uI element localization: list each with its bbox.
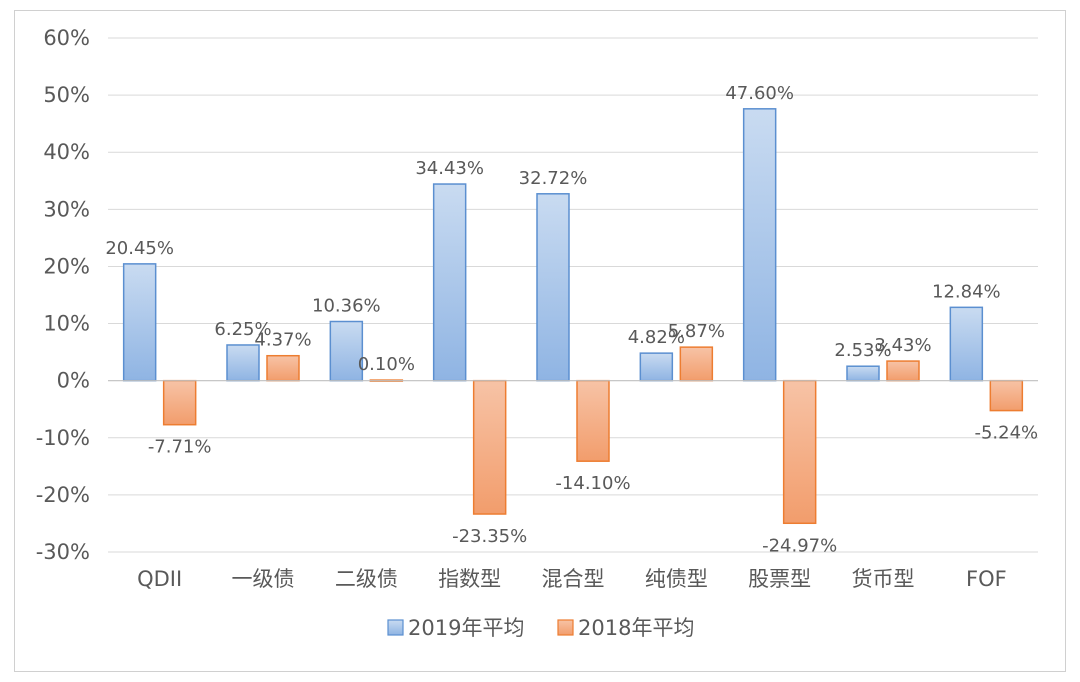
bar-series1 [639,352,674,382]
y-tick-label: 60% [43,26,90,50]
bar-series2 [679,346,714,382]
data-label: -7.71% [148,437,212,458]
x-tick-label: 股票型 [748,567,811,591]
legend-label: 2018年平均 [578,616,694,640]
y-tick-label: 0% [57,369,90,393]
legend-swatch [387,619,404,636]
data-label: 32.72% [519,168,588,189]
data-label: 34.43% [415,158,484,179]
data-label: 2.53% [834,340,891,361]
data-label: -5.24% [974,423,1038,444]
bar-series1 [536,193,570,382]
x-tick-label: 指数型 [438,567,501,591]
legend-label: 2019年平均 [408,616,524,640]
y-tick-label: 20% [43,254,90,278]
y-tick-label: 10% [43,312,90,336]
bars [122,108,1024,525]
data-label: 5.87% [668,321,725,342]
data-label: 10.36% [312,295,381,316]
y-tick-label: 30% [43,197,90,221]
bar-series2 [266,354,300,382]
data-label: 47.60% [725,83,794,104]
x-tick-label: QDII [137,567,182,591]
y-tick-label: -30% [36,540,90,564]
data-label: -14.10% [555,473,630,494]
y-axis: 60% 50% 40% 30% 20% 10% 0% -10% -20% -30% [36,26,90,564]
y-tick-label: 50% [43,83,90,107]
bar-series1 [432,183,467,382]
bar-series2 [576,379,610,462]
data-label: 4.82% [628,327,685,348]
x-axis: QDII 一级债 二级债 指数型 混合型 纯债型 股票型 货币型 FOF [137,567,1007,591]
x-tick-label: FOF [966,567,1007,591]
x-tick-label: 纯债型 [645,567,708,591]
data-label: -24.97% [762,535,837,556]
x-tick-label: 混合型 [542,567,605,591]
bar-series1 [949,306,984,382]
data-label: -23.35% [452,526,527,547]
data-labels: 20.45% -7.71% 6.25%4.37%10.36% 0.10% 34.43% -… [105,83,1038,556]
y-tick-label: -20% [36,483,90,507]
x-tick-label: 一级债 [232,567,295,591]
bar-series2 [886,360,920,382]
bar-series2 [472,379,507,515]
data-label: 4.37% [254,330,311,351]
x-tick-label: 二级债 [335,567,398,591]
y-tick-label: -10% [36,426,90,450]
data-label: 0.10% [358,354,415,375]
x-tick-label: 货币型 [852,567,915,591]
bar-series1 [122,263,157,382]
gridlines [108,37,1038,553]
legend-swatch [557,619,574,636]
data-label: 12.84% [932,281,1001,302]
bar-series2 [782,379,817,525]
data-label: 3.43% [874,335,931,356]
bar-series2 [162,379,197,426]
y-tick-label: 40% [43,140,90,164]
data-label: 6.25% [214,319,271,340]
data-label: 20.45% [105,238,174,259]
legend: 2019年平均 2018年平均 [387,616,694,640]
bar-series1 [742,108,777,382]
bar-series1 [846,365,880,382]
bar-series2 [989,379,1024,412]
